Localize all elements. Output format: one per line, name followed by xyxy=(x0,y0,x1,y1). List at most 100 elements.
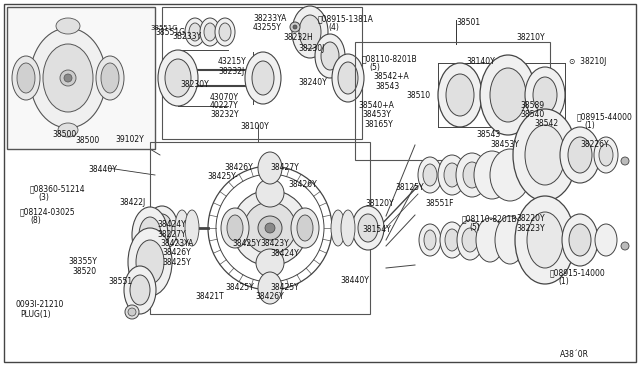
Ellipse shape xyxy=(165,59,191,97)
Ellipse shape xyxy=(17,63,35,93)
Text: 38421T: 38421T xyxy=(195,292,223,301)
Circle shape xyxy=(128,308,136,316)
Ellipse shape xyxy=(96,56,124,100)
Text: 38551G: 38551G xyxy=(150,25,178,31)
Text: 38426Y: 38426Y xyxy=(288,180,317,189)
Circle shape xyxy=(290,22,300,32)
Ellipse shape xyxy=(527,212,563,268)
Ellipse shape xyxy=(568,137,592,173)
Text: 38425Y: 38425Y xyxy=(232,239,260,248)
Text: 38589: 38589 xyxy=(520,101,544,110)
Ellipse shape xyxy=(358,214,378,242)
Circle shape xyxy=(244,202,296,254)
Text: 38425Y-: 38425Y- xyxy=(207,172,237,181)
Text: 38422J: 38422J xyxy=(119,198,145,207)
Ellipse shape xyxy=(480,55,536,135)
Ellipse shape xyxy=(595,224,617,256)
Text: ⒲08110-8201B: ⒲08110-8201B xyxy=(362,54,418,63)
Text: 38232J: 38232J xyxy=(218,67,244,76)
Ellipse shape xyxy=(490,68,526,122)
Ellipse shape xyxy=(599,144,613,166)
Text: 38426Y: 38426Y xyxy=(224,163,253,172)
Text: 38425Y: 38425Y xyxy=(162,258,191,267)
Text: (1): (1) xyxy=(584,121,595,130)
Ellipse shape xyxy=(219,23,231,41)
Ellipse shape xyxy=(158,50,198,106)
Ellipse shape xyxy=(185,210,199,246)
Ellipse shape xyxy=(440,222,464,258)
Text: 38425Y: 38425Y xyxy=(270,283,299,292)
Text: A38´0R: A38´0R xyxy=(560,350,589,359)
Text: 38100Y: 38100Y xyxy=(240,122,269,131)
Ellipse shape xyxy=(338,62,358,94)
Bar xyxy=(150,142,370,314)
Text: 38233YA: 38233YA xyxy=(253,14,286,23)
Ellipse shape xyxy=(424,230,436,250)
Text: 38543: 38543 xyxy=(375,82,399,91)
Ellipse shape xyxy=(56,18,80,34)
Text: 38510: 38510 xyxy=(406,91,430,100)
Text: 43070Y: 43070Y xyxy=(210,93,239,102)
Ellipse shape xyxy=(331,210,345,246)
Ellipse shape xyxy=(152,214,172,242)
Text: Ⓥ08915-1381A: Ⓥ08915-1381A xyxy=(318,14,374,23)
Text: 38210Y: 38210Y xyxy=(516,33,545,42)
Text: ⊙  38210J: ⊙ 38210J xyxy=(569,57,606,66)
Ellipse shape xyxy=(252,61,274,95)
Circle shape xyxy=(293,25,297,29)
Ellipse shape xyxy=(423,164,437,186)
Text: 38426Y: 38426Y xyxy=(255,292,284,301)
Ellipse shape xyxy=(444,163,460,187)
Ellipse shape xyxy=(438,63,482,127)
Text: (4): (4) xyxy=(328,23,339,32)
Text: 38424Y: 38424Y xyxy=(157,220,186,229)
Text: 38355Y: 38355Y xyxy=(68,257,97,266)
Text: 38540+A: 38540+A xyxy=(358,101,394,110)
Text: 38543: 38543 xyxy=(476,130,500,139)
Ellipse shape xyxy=(101,63,119,93)
Text: (3): (3) xyxy=(38,193,49,202)
Ellipse shape xyxy=(189,23,201,41)
Ellipse shape xyxy=(215,18,235,46)
Circle shape xyxy=(621,157,629,165)
Ellipse shape xyxy=(569,224,591,256)
Circle shape xyxy=(125,305,139,319)
Text: 38120Y: 38120Y xyxy=(365,199,394,208)
Text: 40227Y: 40227Y xyxy=(210,101,239,110)
Ellipse shape xyxy=(463,162,481,188)
Ellipse shape xyxy=(513,109,577,201)
Ellipse shape xyxy=(245,52,281,104)
Ellipse shape xyxy=(128,228,172,296)
Ellipse shape xyxy=(419,224,441,256)
Ellipse shape xyxy=(292,6,328,58)
Ellipse shape xyxy=(462,228,478,252)
Bar xyxy=(7,7,155,149)
Ellipse shape xyxy=(445,229,459,251)
Text: 38426Y: 38426Y xyxy=(162,248,191,257)
Ellipse shape xyxy=(315,34,345,78)
Text: 38423Y: 38423Y xyxy=(260,239,289,248)
Ellipse shape xyxy=(43,44,93,112)
Text: ⓜ08915-44000: ⓜ08915-44000 xyxy=(577,112,633,121)
Bar xyxy=(162,7,362,139)
Ellipse shape xyxy=(446,74,474,116)
Text: 38220Y: 38220Y xyxy=(516,214,545,223)
Ellipse shape xyxy=(490,149,530,201)
Ellipse shape xyxy=(200,18,220,46)
Text: 38500: 38500 xyxy=(76,136,100,145)
Text: 38540: 38540 xyxy=(520,110,544,119)
Ellipse shape xyxy=(562,214,598,266)
Text: 38230J: 38230J xyxy=(298,44,324,53)
Ellipse shape xyxy=(258,152,282,184)
Ellipse shape xyxy=(474,151,510,199)
Text: 3B233Y: 3B233Y xyxy=(172,32,201,41)
Text: 38425Y: 38425Y xyxy=(225,283,253,292)
Ellipse shape xyxy=(438,155,466,195)
Text: 43255Y: 43255Y xyxy=(253,23,282,32)
Bar xyxy=(355,42,550,160)
Text: 38165Y: 38165Y xyxy=(364,120,393,129)
Text: 39102Y: 39102Y xyxy=(115,135,144,144)
Text: 38125Y: 38125Y xyxy=(395,183,424,192)
Circle shape xyxy=(60,70,76,86)
Text: Ⓢ08360-51214: Ⓢ08360-51214 xyxy=(30,184,86,193)
